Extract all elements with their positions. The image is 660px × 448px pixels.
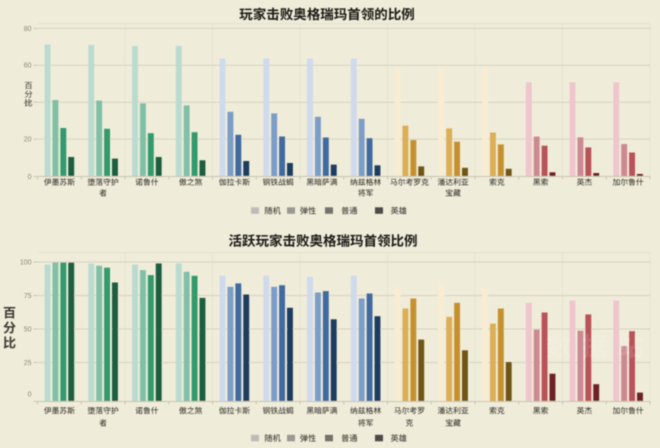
svg-text:0: 0 <box>28 174 32 181</box>
svg-text:80: 80 <box>24 26 32 33</box>
svg-text:50: 50 <box>24 326 32 333</box>
svg-text:40: 40 <box>24 100 32 107</box>
svg-text:60: 60 <box>24 63 32 70</box>
svg-text:100: 100 <box>20 259 32 266</box>
svg-text:20: 20 <box>24 137 32 144</box>
svg-text:75: 75 <box>24 293 32 300</box>
svg-text:25: 25 <box>24 360 32 367</box>
svg-text:0: 0 <box>28 391 32 398</box>
